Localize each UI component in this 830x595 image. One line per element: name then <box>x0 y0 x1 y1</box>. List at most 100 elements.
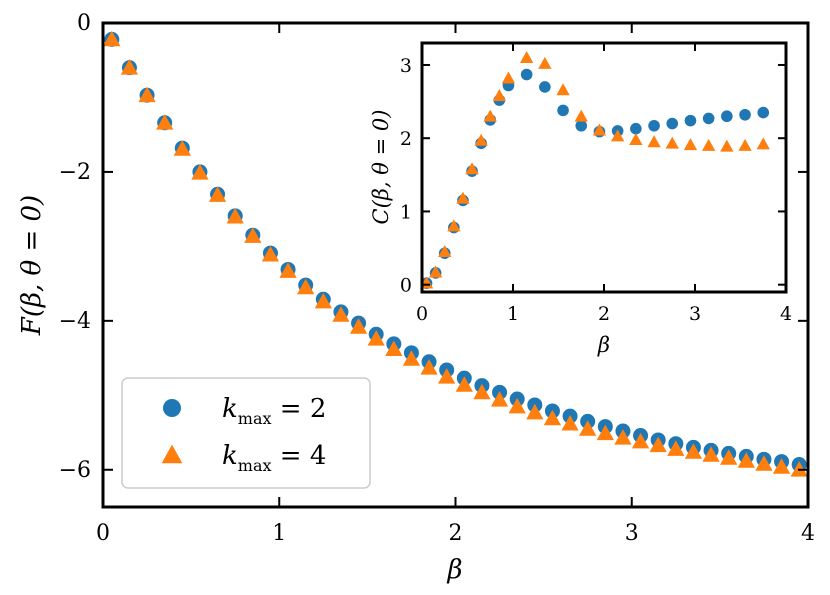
main-point-triangle <box>402 350 421 366</box>
inset-point-triangle <box>519 50 534 63</box>
main-x-axis-label: β <box>446 555 462 585</box>
inset-point-circle <box>721 110 733 123</box>
x-tick-label: 2 <box>598 303 610 325</box>
main-point-triangle <box>385 340 403 357</box>
main-point-triangle <box>332 306 350 322</box>
main-ticks: 0 1 2 3 4 −6 −4 −2 0 <box>59 11 815 546</box>
inset-point-triangle <box>592 123 607 136</box>
y-tick-label: 0 <box>77 11 91 36</box>
legend-marker-circle <box>163 399 181 417</box>
inset-data-points <box>419 50 770 290</box>
main-point-triangle <box>596 424 614 441</box>
inset-point-triangle <box>574 109 588 122</box>
main-y-axis-label: F(β, θ = 0) <box>17 195 47 336</box>
main-point-triangle <box>279 262 297 278</box>
inset-point-triangle <box>647 135 661 148</box>
main-point-triangle <box>349 318 368 334</box>
main-point-triangle <box>226 207 244 224</box>
x-tick-label: 0 <box>416 303 428 325</box>
x-tick-label: 1 <box>507 303 519 325</box>
y-tick-label: 0 <box>400 275 412 297</box>
legend-item-kmax-2: kmax = 2 <box>163 394 326 428</box>
main-point-triangle <box>438 368 456 384</box>
main-point-triangle <box>297 278 315 295</box>
inset-point-triangle <box>492 89 507 102</box>
inset-point-triangle <box>474 133 488 146</box>
main-point-triangle <box>579 420 597 436</box>
inset-point-triangle <box>465 162 479 175</box>
inset-point-circle <box>702 112 715 125</box>
inset-point-triangle <box>738 138 752 151</box>
legend-label-rest: = 4 <box>272 441 327 471</box>
inset-point-triangle <box>665 136 679 149</box>
main-axes: 0 1 2 3 4 −6 −4 −2 0 β F(β, θ = 0) <box>17 11 815 585</box>
x-tick-label: 4 <box>801 521 815 546</box>
legend-label-kmax-4: kmax = 4 <box>222 441 326 475</box>
legend-label-sub: max <box>238 456 272 475</box>
main-point-triangle <box>156 114 174 130</box>
main-point-triangle <box>614 429 632 445</box>
main-point-triangle <box>543 409 562 426</box>
main-point-triangle <box>631 432 650 449</box>
main-point-triangle <box>720 449 738 465</box>
legend-label-var: k <box>222 441 238 471</box>
main-point-triangle <box>191 164 209 180</box>
x-tick-label: 0 <box>96 521 110 546</box>
legend-label-sub: max <box>238 409 272 428</box>
inset-point-triangle <box>501 71 516 84</box>
inset-point-triangle <box>610 129 625 142</box>
y-tick-label: 1 <box>400 201 412 223</box>
main-point-triangle <box>649 436 667 453</box>
legend-label-rest: = 2 <box>272 394 327 424</box>
y-tick-label: −4 <box>59 309 91 334</box>
main-point-triangle <box>490 391 509 407</box>
main-point-triangle <box>473 383 491 400</box>
legend-marker-circle <box>163 399 181 417</box>
inset-point-triangle <box>683 138 698 151</box>
y-tick-label: 2 <box>400 128 412 150</box>
inset-point-triangle <box>447 219 461 232</box>
main-point-triangle <box>138 86 156 103</box>
main-point-triangle <box>667 440 685 456</box>
main-point-triangle <box>737 452 755 468</box>
x-tick-label: 3 <box>689 303 701 325</box>
inset-point-circle <box>575 119 588 132</box>
y-tick-label: −2 <box>59 160 91 185</box>
y-tick-label: −6 <box>59 458 91 483</box>
legend-label-var: k <box>222 394 238 424</box>
inset-point-triangle <box>720 139 734 152</box>
x-tick-label: 2 <box>449 521 463 546</box>
main-point-triangle <box>367 330 385 346</box>
x-tick-label: 4 <box>780 303 792 325</box>
inset-point-circle <box>648 119 660 132</box>
main-point-triangle <box>314 292 332 309</box>
main-point-triangle <box>702 446 720 462</box>
inset-point-circle <box>757 106 770 119</box>
inset-point-triangle <box>428 265 443 278</box>
main-point-triangle <box>455 376 473 392</box>
main-point-triangle <box>772 458 791 474</box>
inset-y-axis-label: C(β, θ = 0) <box>369 110 393 225</box>
main-point-triangle <box>103 30 121 47</box>
inset-point-circle <box>684 114 697 127</box>
x-tick-label: 3 <box>625 521 639 546</box>
inset-axes: 0 1 2 3 4 0 1 2 3 β C(β, θ = 0) <box>369 41 792 357</box>
main-point-triangle <box>208 186 227 202</box>
inset-point-circle <box>557 104 569 117</box>
inset-point-triangle <box>556 83 570 96</box>
main-point-triangle <box>561 414 579 431</box>
inset-point-triangle <box>756 137 770 150</box>
main-point-triangle <box>508 397 526 414</box>
main-point-triangle <box>526 403 544 420</box>
legend-label-kmax-2: kmax = 2 <box>222 394 326 428</box>
main-point-triangle <box>420 359 438 375</box>
inset-point-triangle <box>701 138 716 151</box>
legend-box <box>121 377 371 489</box>
main-data-points <box>103 30 808 477</box>
legend: kmax = 2 kmax = 4 <box>121 377 371 489</box>
inset-x-axis-label: β <box>597 333 610 357</box>
inset-point-circle <box>630 122 642 135</box>
main-point-triangle <box>684 443 703 459</box>
y-tick-label: 3 <box>400 55 412 77</box>
